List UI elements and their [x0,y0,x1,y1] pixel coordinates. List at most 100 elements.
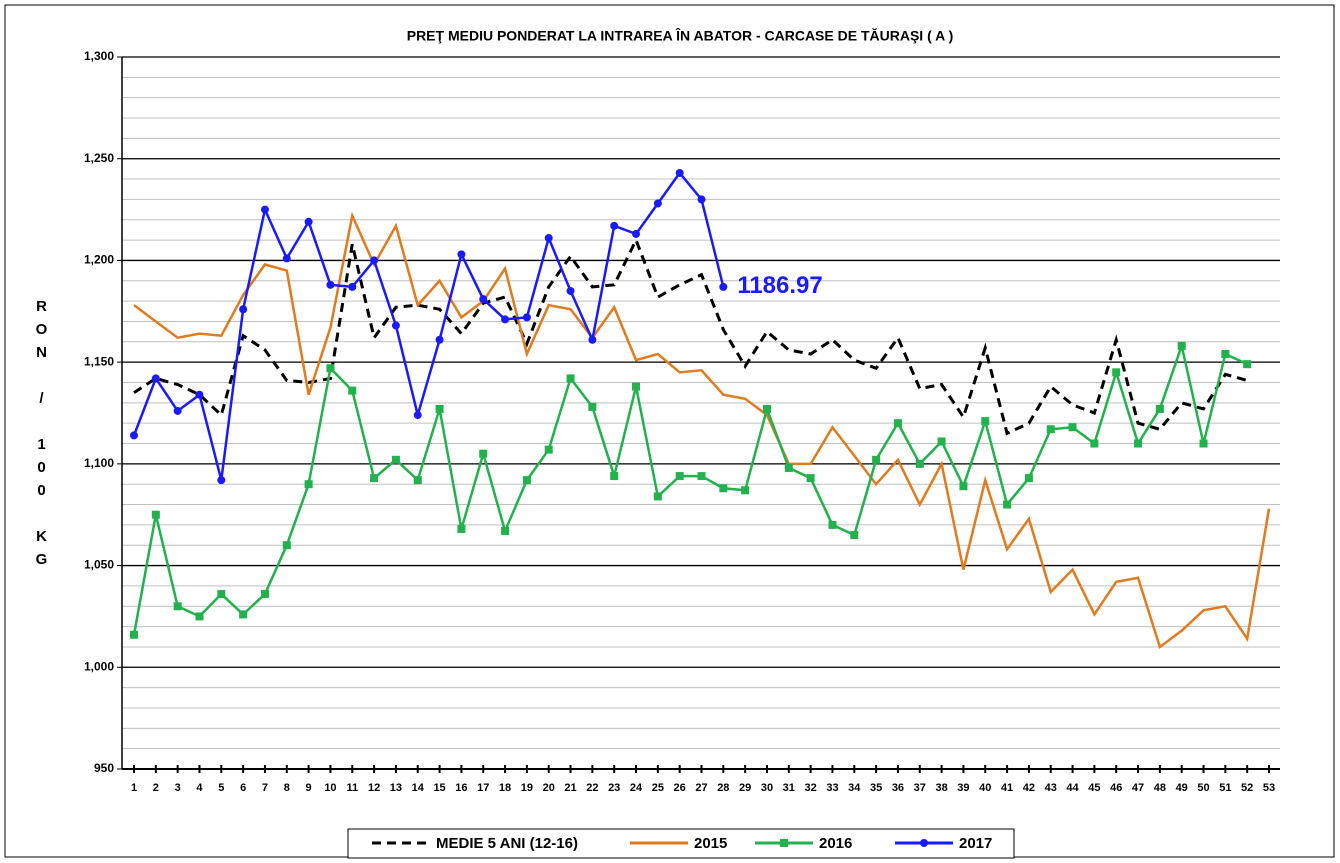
point [828,520,837,529]
x-tick-label: 44 [1066,782,1079,794]
point [173,406,182,415]
point [675,472,684,481]
point [784,463,793,472]
point [501,315,510,324]
point [282,254,291,263]
x-tick-label: 38 [935,782,947,794]
x-tick-label: 2 [153,782,159,794]
point [653,492,662,501]
x-tick-label: 13 [390,782,402,794]
point [1243,360,1252,369]
x-tick-label: 11 [346,782,358,794]
x-tick-label: 12 [368,782,380,794]
x-tick-label: 23 [608,782,620,794]
point [632,382,641,391]
x-tick-label: 25 [652,782,664,794]
point [610,472,619,481]
x-tick-label: 39 [957,782,969,794]
y-axis-label: RON / 100 KG [33,298,50,574]
x-tick-label: 48 [1154,782,1166,794]
point [588,335,597,344]
x-tick-label: 17 [477,782,489,794]
series-line [132,170,725,481]
x-tick-label: 28 [717,782,729,794]
point [304,480,313,489]
point [435,404,444,413]
y-tick-label: 1,100 [84,456,114,470]
x-tick-label: 5 [218,782,224,794]
x-tick-label: 8 [284,782,290,794]
point [391,321,400,330]
point [1134,439,1143,448]
point [959,482,968,491]
x-tick-label: 45 [1088,782,1100,794]
x-tick-label: 15 [433,782,445,794]
x-tick-label: 21 [564,782,576,794]
series-line [132,341,1248,635]
point [806,474,815,483]
y-tick-label: 1,250 [84,151,114,165]
x-tick-label: 26 [674,782,686,794]
point [457,250,466,259]
point [239,610,248,619]
point [348,386,357,395]
x-tick-label: 43 [1045,782,1057,794]
point [348,282,357,291]
point [173,602,182,611]
x-tick-label: 31 [783,782,795,794]
point [435,335,444,344]
point [370,474,379,483]
point [151,510,160,519]
y-tick-label: 1,000 [84,659,114,673]
point [697,195,706,204]
point [872,455,881,464]
point [1177,341,1186,350]
point [588,402,597,411]
x-tick-label: 19 [521,782,533,794]
point [151,374,160,383]
legend-marker [920,839,928,847]
legend-marker [780,839,788,847]
x-tick-label: 3 [175,782,181,794]
series-line [133,211,1271,649]
point [697,472,706,481]
point [479,295,488,304]
x-tick-label: 52 [1241,782,1253,794]
point [195,390,204,399]
point [501,526,510,535]
x-tick-label: 51 [1219,782,1231,794]
point [741,486,750,495]
y-tick-label: 1,150 [84,354,114,368]
point [239,305,248,314]
x-tick-label: 36 [892,782,904,794]
x-tick-label: 53 [1263,782,1275,794]
point [719,484,728,493]
point [1155,404,1164,413]
x-tick-label: 49 [1176,782,1188,794]
x-tick-label: 37 [914,782,926,794]
legend-label: MEDIE 5 ANI (12-16) [436,835,578,852]
point [1112,368,1121,377]
point [1090,439,1099,448]
x-tick-label: 35 [870,782,882,794]
point [937,437,946,446]
legend-label: 2016 [819,835,852,852]
x-tick-label: 20 [543,782,555,794]
x-tick-label: 29 [739,782,751,794]
point [762,404,771,413]
point [1199,439,1208,448]
point [217,590,226,599]
x-tick-label: 33 [826,782,838,794]
point [1046,425,1055,434]
y-tick-label: 1,050 [84,558,114,572]
point [1024,474,1033,483]
point [566,286,575,295]
point [326,280,335,289]
point [632,229,641,238]
point [544,445,553,454]
point [304,217,313,226]
point [130,630,138,639]
point [893,419,902,428]
